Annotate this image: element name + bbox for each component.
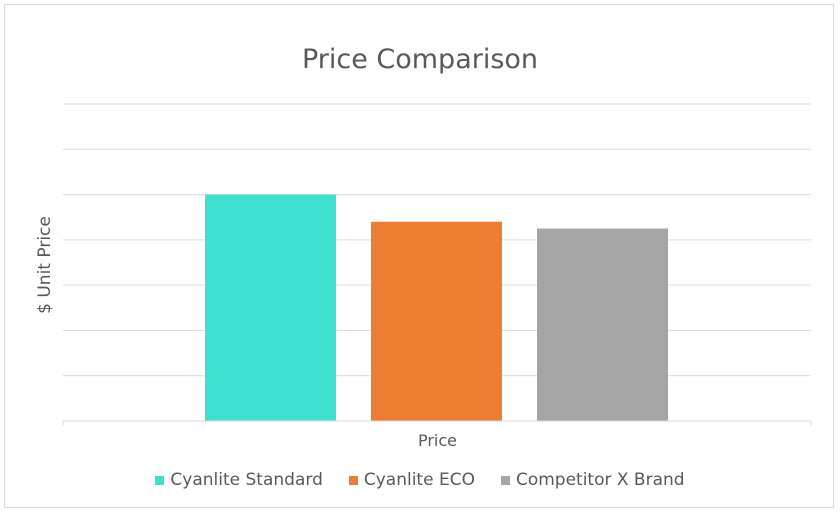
chart-title: Price Comparison (301, 44, 539, 75)
legend-item-competitor-x-brand: Competitor X Brand (500, 470, 685, 490)
bar-cyanlite-standard (205, 194, 336, 421)
legend-label-cyanlite-eco: Cyanlite ECO (363, 470, 475, 490)
bar-competitor-x-brand (537, 228, 668, 421)
legend-item-cyanlite-standard: Cyanlite Standard (155, 470, 323, 490)
legend-label-cyanlite-standard: Cyanlite Standard (170, 470, 323, 490)
legend-swatch-competitor-x-brand (500, 475, 510, 485)
x-axis-label: Price (417, 431, 458, 450)
legend-label-competitor-x-brand: Competitor X Brand (515, 470, 685, 490)
legend-swatch-cyanlite-eco (348, 475, 358, 485)
legend-item-cyanlite-eco: Cyanlite ECO (348, 470, 475, 490)
bar-cyanlite-eco (371, 221, 502, 421)
legend-swatch-cyanlite-standard (155, 475, 165, 485)
legend: Cyanlite Standard Cyanlite ECO Competito… (0, 470, 840, 490)
